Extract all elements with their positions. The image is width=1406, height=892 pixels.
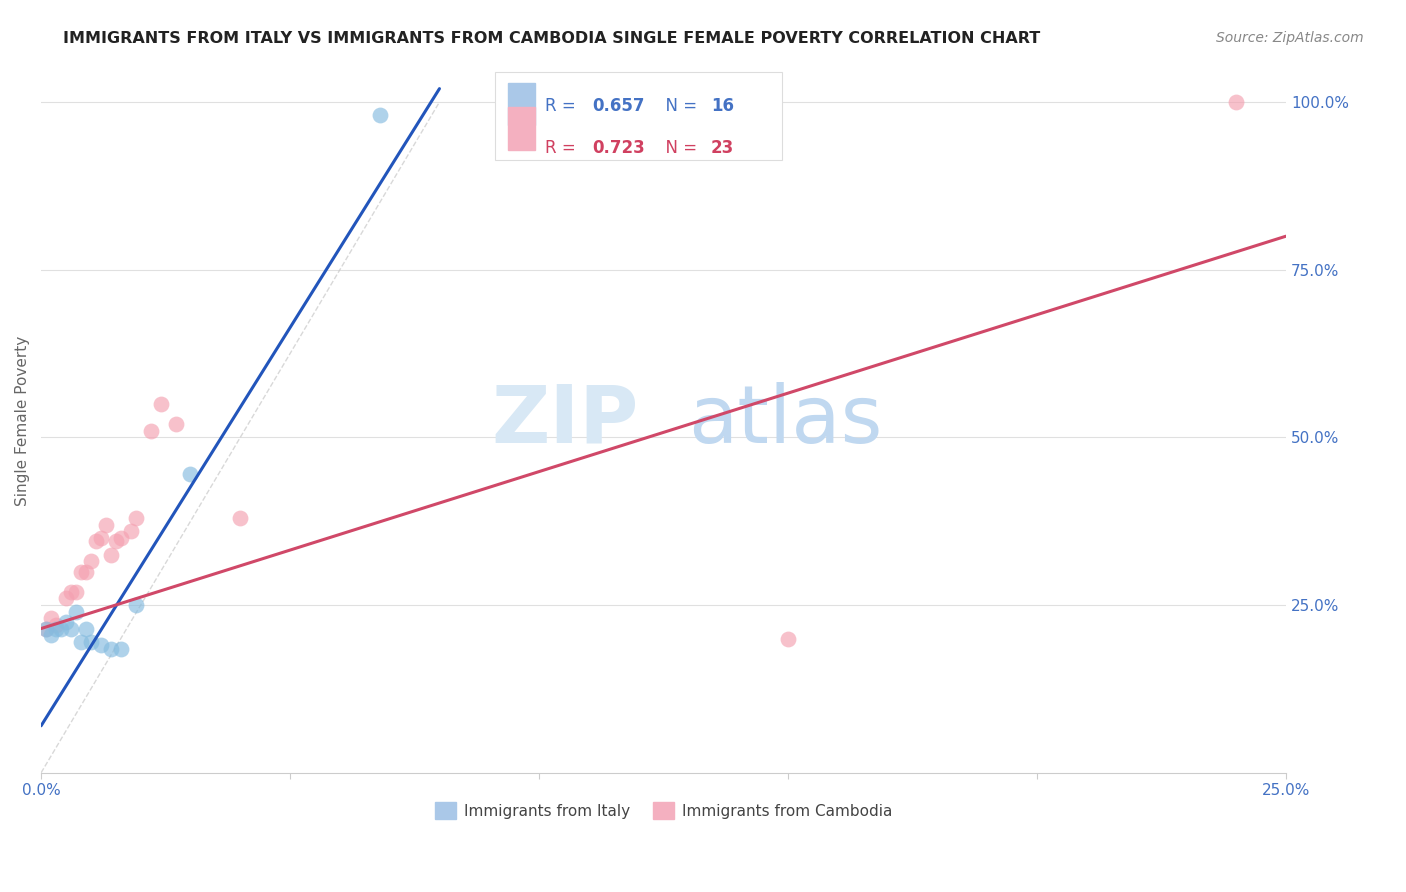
Text: Source: ZipAtlas.com: Source: ZipAtlas.com — [1216, 31, 1364, 45]
Point — [179, 467, 201, 482]
Point — [35, 622, 58, 636]
Point — [39, 611, 62, 625]
Text: atlas: atlas — [689, 382, 883, 459]
Point — [776, 632, 799, 646]
FancyBboxPatch shape — [508, 107, 536, 150]
Text: IMMIGRANTS FROM ITALY VS IMMIGRANTS FROM CAMBODIA SINGLE FEMALE POVERTY CORRELAT: IMMIGRANTS FROM ITALY VS IMMIGRANTS FROM… — [63, 31, 1040, 46]
Point — [125, 511, 148, 525]
Text: N =: N = — [655, 139, 702, 157]
Text: N =: N = — [655, 96, 702, 115]
Point — [84, 534, 107, 549]
Point — [90, 638, 112, 652]
Y-axis label: Single Female Poverty: Single Female Poverty — [15, 335, 30, 506]
Text: R =: R = — [546, 96, 581, 115]
Point — [65, 605, 87, 619]
Point — [59, 584, 82, 599]
Point — [94, 517, 117, 532]
Point — [149, 397, 172, 411]
Point — [70, 635, 93, 649]
FancyBboxPatch shape — [495, 72, 782, 160]
Text: ZIP: ZIP — [491, 382, 638, 459]
Point — [1225, 95, 1247, 109]
Point — [49, 622, 72, 636]
Point — [229, 511, 252, 525]
Text: 0.723: 0.723 — [592, 139, 645, 157]
Point — [45, 618, 67, 632]
Text: R =: R = — [546, 139, 581, 157]
Point — [368, 108, 391, 122]
Point — [55, 615, 77, 629]
Point — [65, 584, 87, 599]
Point — [120, 524, 142, 539]
Text: 0.657: 0.657 — [592, 96, 645, 115]
Point — [70, 565, 93, 579]
Point — [110, 531, 132, 545]
Point — [139, 424, 162, 438]
Point — [90, 531, 112, 545]
FancyBboxPatch shape — [508, 83, 536, 125]
Legend: Immigrants from Italy, Immigrants from Cambodia: Immigrants from Italy, Immigrants from C… — [429, 796, 898, 825]
Point — [39, 628, 62, 642]
Point — [100, 548, 122, 562]
Point — [100, 641, 122, 656]
Point — [75, 622, 97, 636]
Point — [55, 591, 77, 606]
Point — [80, 554, 103, 568]
Point — [45, 622, 67, 636]
Point — [125, 598, 148, 612]
Point — [75, 565, 97, 579]
Point — [110, 641, 132, 656]
Point — [59, 622, 82, 636]
Point — [165, 417, 187, 431]
Text: 23: 23 — [711, 139, 734, 157]
Text: 16: 16 — [711, 96, 734, 115]
Point — [80, 635, 103, 649]
Point — [35, 622, 58, 636]
Point — [104, 534, 127, 549]
